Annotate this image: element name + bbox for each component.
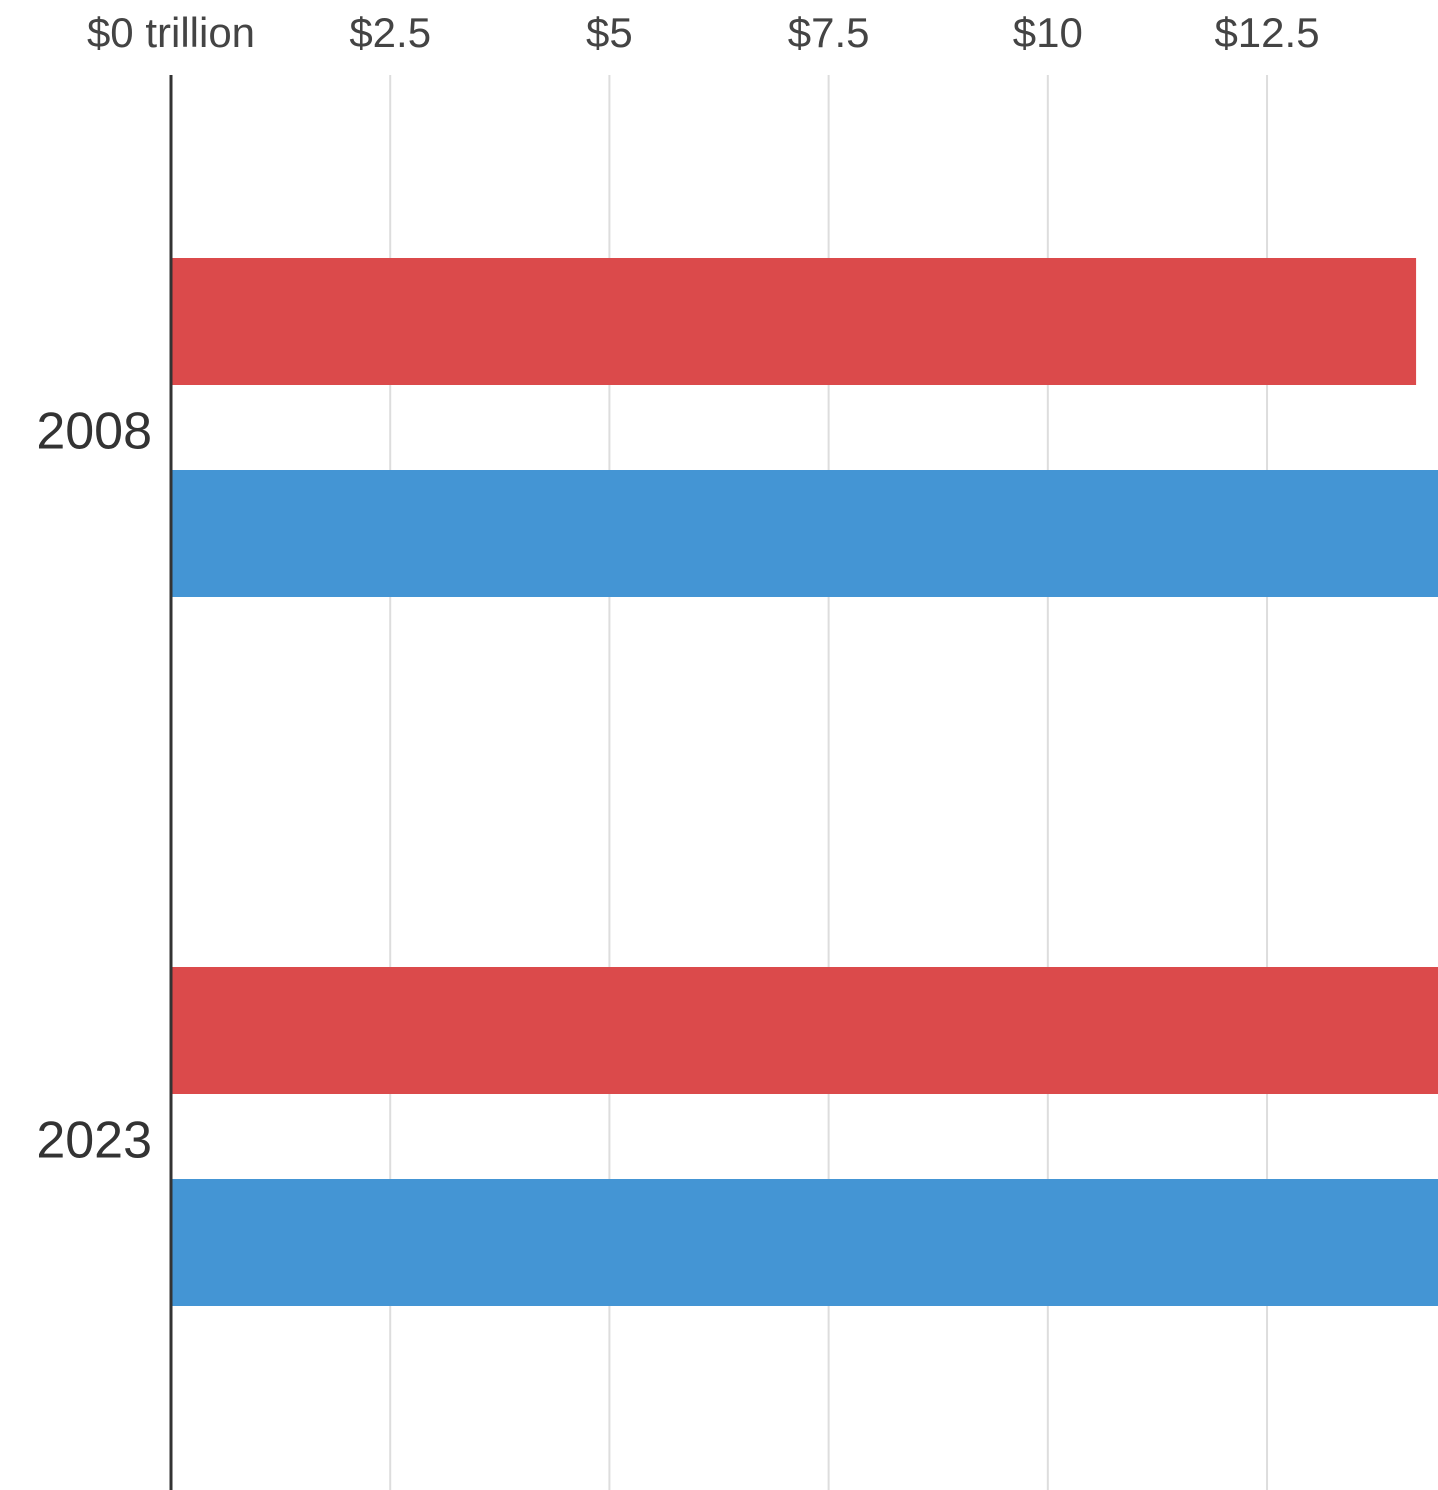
- bar: [171, 470, 1438, 597]
- y-tick-label: 2023: [36, 1112, 152, 1170]
- bar: [171, 1179, 1438, 1306]
- x-tick-label: $5: [586, 9, 633, 56]
- x-tick-label: $12.5: [1214, 9, 1319, 56]
- x-tick-label: $10: [1013, 9, 1083, 56]
- x-tick-label: $0 trillion: [87, 9, 255, 56]
- y-tick-label: 2008: [36, 403, 152, 461]
- bar: [171, 258, 1417, 385]
- x-tick-label: $7.5: [788, 9, 870, 56]
- x-tick-label: $2.5: [349, 9, 431, 56]
- bar: [171, 967, 1438, 1094]
